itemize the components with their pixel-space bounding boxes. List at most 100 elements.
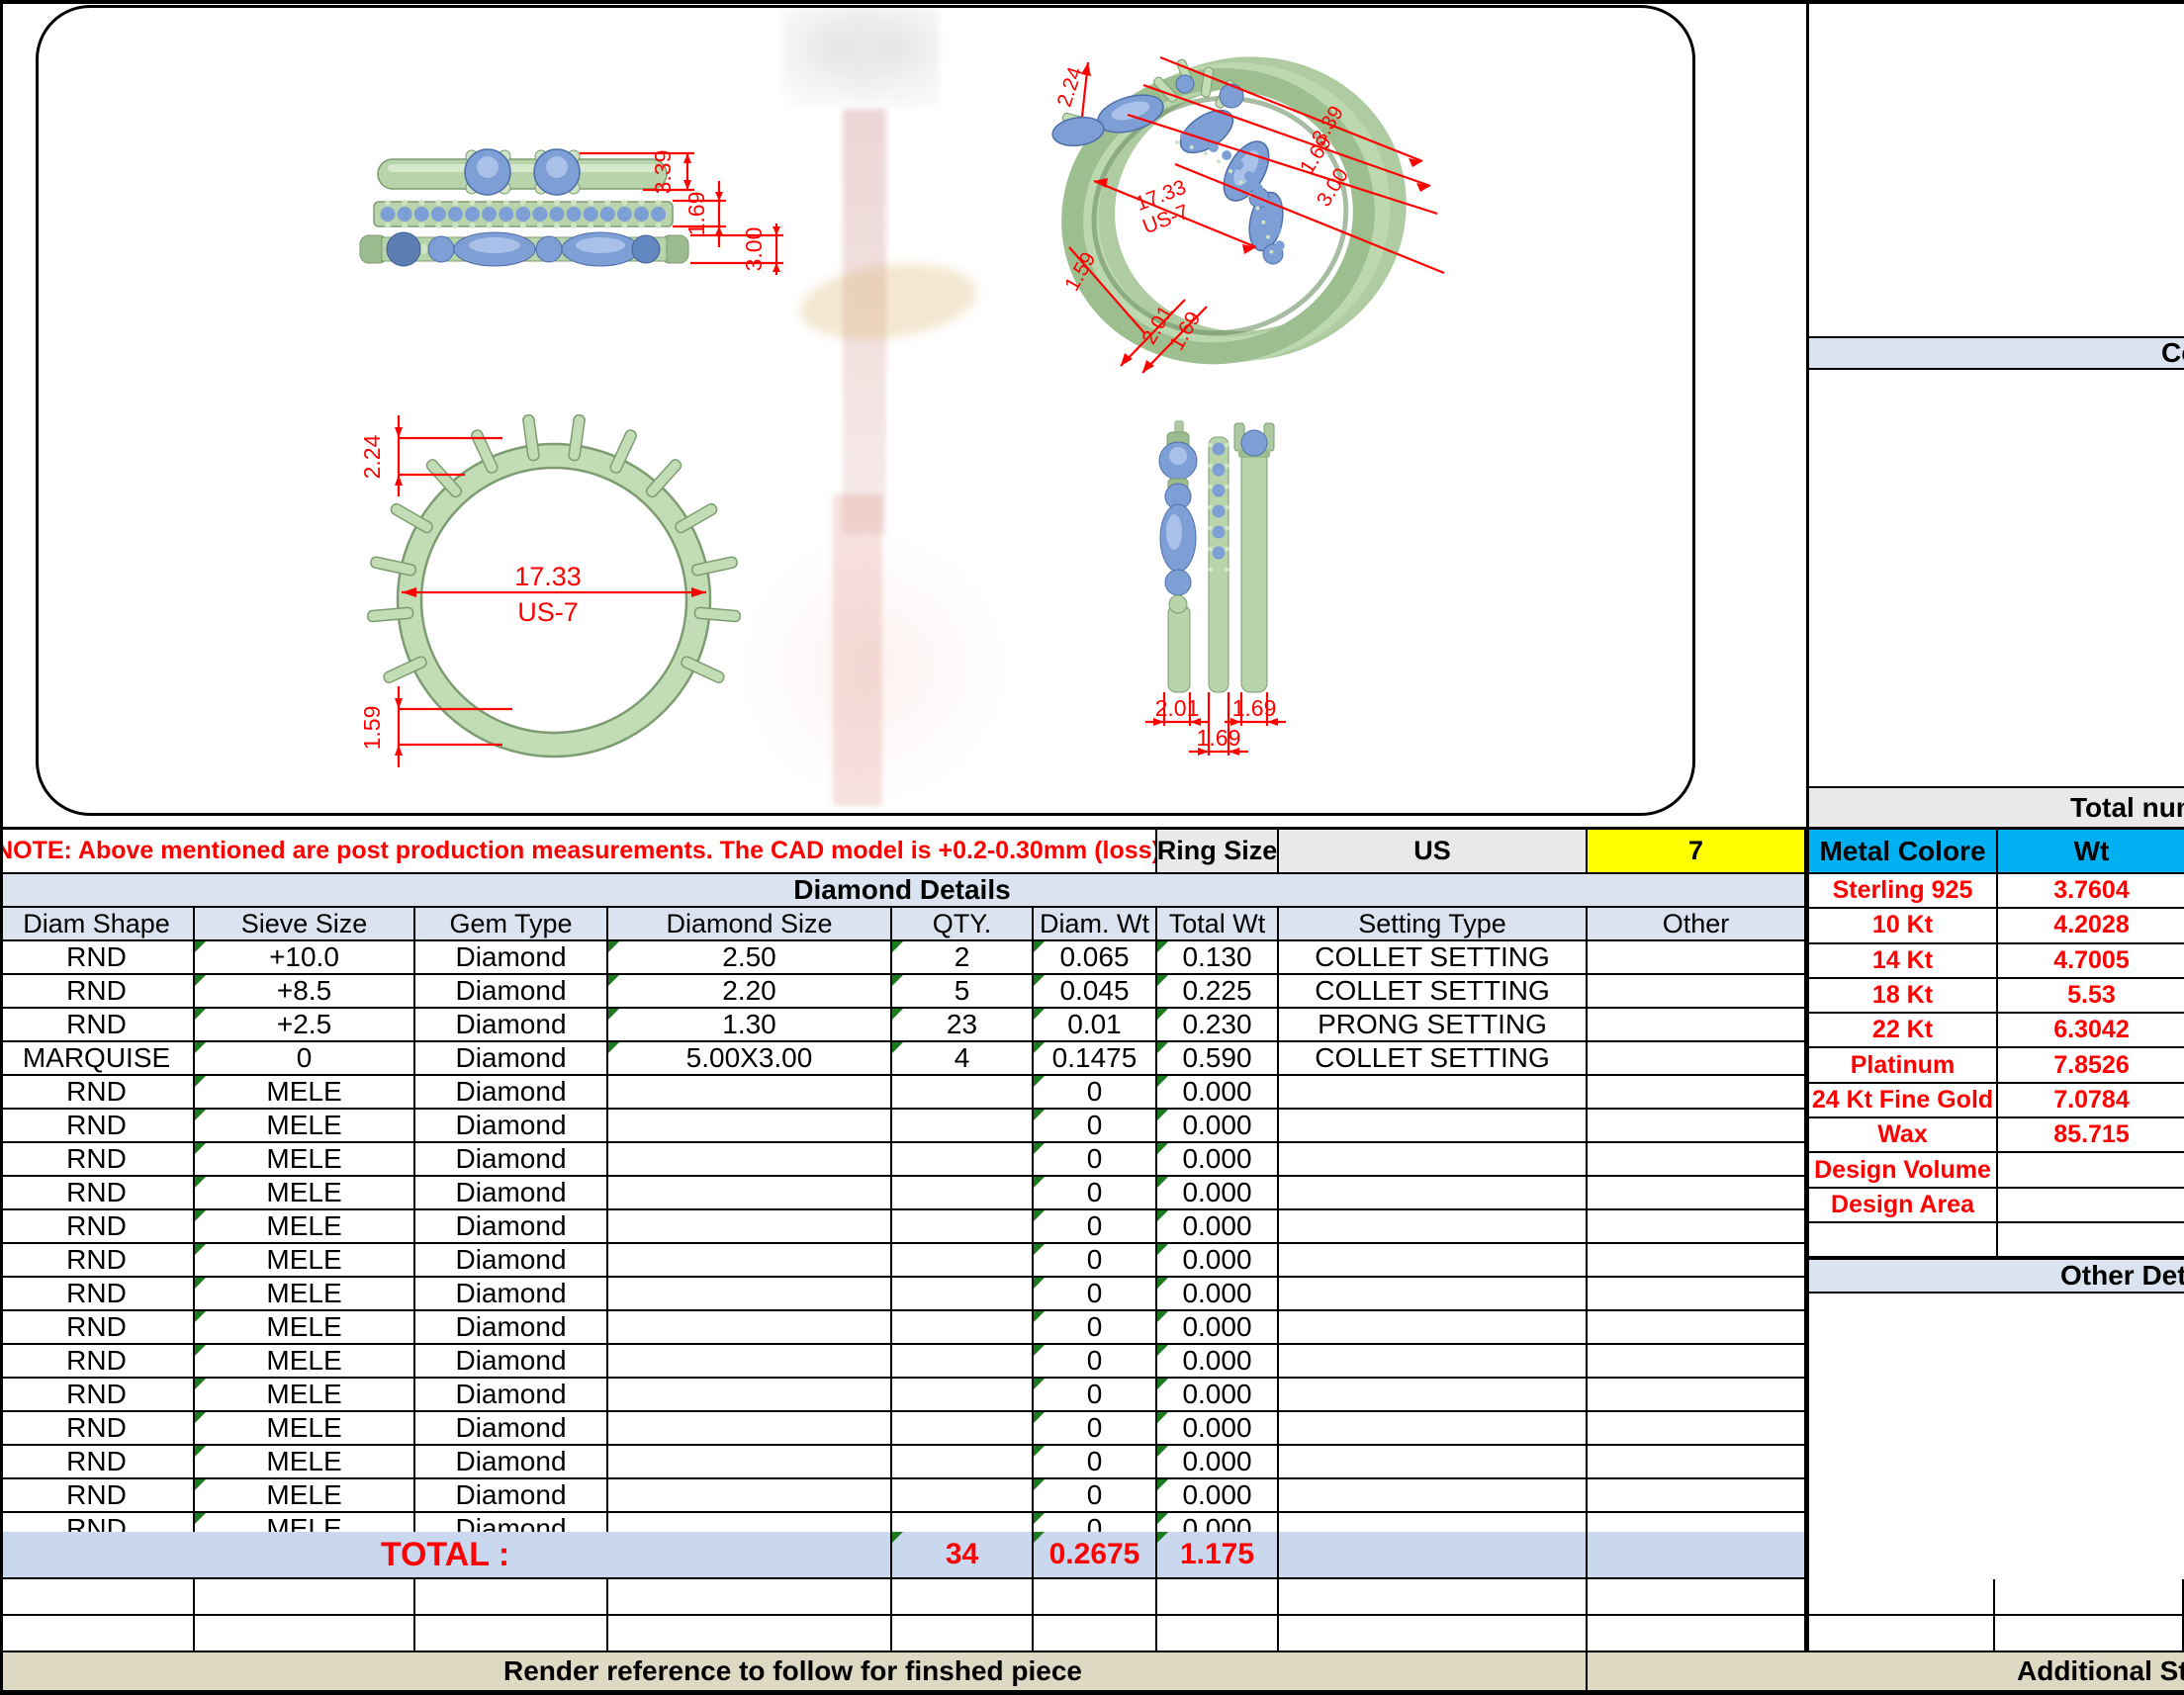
empty-cell[interactable] [0,1579,195,1616]
cell-qty[interactable] [892,1345,1034,1379]
cell-other[interactable] [1588,1311,1806,1345]
cell-diam-wt[interactable]: 0 [1034,1479,1157,1513]
cell-total-wt[interactable]: 0.000 [1157,1210,1279,1244]
total-diam-wt-cell[interactable]: 0.2675 [1034,1532,1157,1579]
cell-diamond-size[interactable] [608,1210,892,1244]
cell-other[interactable] [1588,1110,1806,1143]
cell-total-wt[interactable]: 0.225 [1157,975,1279,1009]
cell-other[interactable] [1588,1278,1806,1311]
empty-cell[interactable] [608,1579,892,1616]
metal-label-cell[interactable]: 24 Kt Fine Gold [1809,1083,1998,1119]
cell-diam-shape[interactable]: RND [0,1076,195,1110]
cell-diam-wt[interactable]: 0.065 [1034,941,1157,975]
cell-diamond-size[interactable] [608,1244,892,1278]
ring-size-standard-cell[interactable]: US [1279,830,1588,874]
cell-sieve-size[interactable]: MELE [195,1446,415,1479]
cell-other[interactable] [1588,1479,1806,1513]
cell-diam-shape[interactable]: RND [0,1446,195,1479]
empty-cell[interactable] [1998,1223,2184,1258]
cell-gem-type[interactable]: Diamond [415,1110,608,1143]
metal-label-cell[interactable]: Design Area [1809,1188,1998,1223]
cell-qty[interactable] [892,1278,1034,1311]
metal-label-cell[interactable]: Platinum [1809,1048,1998,1084]
cell-diam-shape[interactable]: RND [0,1278,195,1311]
cell-diamond-size[interactable] [608,1345,892,1379]
cell-sieve-size[interactable]: MELE [195,1143,415,1177]
cell-qty[interactable]: 5 [892,975,1034,1009]
empty-cell[interactable] [0,1616,195,1652]
cell-other[interactable] [1588,1009,1806,1042]
cell-gem-type[interactable]: Diamond [415,1345,608,1379]
metal-value-cell[interactable]: 7.8526 [1998,1048,2184,1084]
cell-sieve-size[interactable]: MELE [195,1076,415,1110]
cell-diamond-size[interactable] [608,1177,892,1210]
cell-gem-type[interactable]: Diamond [415,1076,608,1110]
cell-diam-shape[interactable]: RND [0,1345,195,1379]
metal-value-cell[interactable]: 7.0784 [1998,1084,2184,1119]
metal-value-cell[interactable]: 3.7604 [1998,874,2184,910]
cell-diam-wt[interactable]: 0.01 [1034,1009,1157,1042]
cell-qty[interactable] [892,1110,1034,1143]
cell-total-wt[interactable]: 0.000 [1157,1143,1279,1177]
cell-setting-type[interactable]: COLLET SETTING [1279,941,1588,975]
cell-sieve-size[interactable]: +10.0 [195,941,415,975]
metal-value-cell[interactable]: 85.715 [1998,1118,2184,1154]
cell-other[interactable] [1588,1446,1806,1479]
cell-diam-shape[interactable]: RND [0,1143,195,1177]
cell-diamond-size[interactable] [608,1110,892,1143]
empty-cell[interactable] [1034,1579,1157,1616]
cell-qty[interactable] [892,1412,1034,1446]
cell-setting-type[interactable] [1279,1076,1588,1110]
cell-diam-shape[interactable]: RND [0,975,195,1009]
cell-diam-wt[interactable]: 0 [1034,1446,1157,1479]
empty-cell[interactable] [1588,1579,1806,1616]
cell-setting-type[interactable] [1279,1446,1588,1479]
cell-qty[interactable] [892,1379,1034,1412]
column-header-cell[interactable]: Sieve Size [195,908,415,941]
cell-diamond-size[interactable] [608,1311,892,1345]
metal-label-cell[interactable]: Wax [1809,1118,1998,1154]
empty-cell[interactable] [1995,1616,2184,1652]
column-header-cell[interactable]: Other [1588,908,1806,941]
cell-setting-type[interactable] [1279,1278,1588,1311]
cell-diamond-size[interactable]: 5.00X3.00 [608,1042,892,1076]
empty-cell[interactable] [195,1579,415,1616]
cell-gem-type[interactable]: Diamond [415,941,608,975]
cell-diam-wt[interactable]: 0 [1034,1278,1157,1311]
metal-value-cell[interactable] [1998,1153,2184,1189]
cell-total-wt[interactable]: 0.000 [1157,1177,1279,1210]
metal-color-header[interactable]: Metal Colore [1809,830,1998,874]
cell-diamond-size[interactable]: 1.30 [608,1009,892,1042]
cell-qty[interactable] [892,1076,1034,1110]
empty-cell[interactable] [1806,1579,1995,1616]
metal-value-cell[interactable]: 6.3042 [1998,1014,2184,1049]
cell-qty[interactable]: 23 [892,1009,1034,1042]
cell-diam-shape[interactable]: RND [0,941,195,975]
cell-setting-type[interactable] [1279,1412,1588,1446]
cell-diam-wt[interactable]: 0 [1034,1379,1157,1412]
cell-diam-shape[interactable]: RND [0,1412,195,1446]
cell-sieve-size[interactable]: +8.5 [195,975,415,1009]
cell-sieve-size[interactable]: MELE [195,1345,415,1379]
cell-total-wt[interactable]: 0.000 [1157,1110,1279,1143]
column-header-cell[interactable]: Diam Shape [0,908,195,941]
cell-other[interactable] [1588,975,1806,1009]
cell-diam-shape[interactable]: RND [0,1379,195,1412]
empty-cell[interactable] [1809,1223,1998,1258]
cell-gem-type[interactable]: Diamond [415,1009,608,1042]
metal-label-cell[interactable]: 22 Kt [1809,1014,1998,1049]
empty-cell[interactable] [1995,1579,2184,1616]
cell-qty[interactable] [892,1143,1034,1177]
empty-cell[interactable] [1588,1616,1806,1652]
column-header-cell[interactable]: Diam. Wt [1034,908,1157,941]
empty-cell[interactable] [608,1616,892,1652]
column-header-cell[interactable]: Diamond Size [608,908,892,941]
cell-other[interactable] [1588,941,1806,975]
cell-sieve-size[interactable]: 0 [195,1042,415,1076]
cell-total-wt[interactable]: 0.000 [1157,1446,1279,1479]
cell-other[interactable] [1588,1042,1806,1076]
cell-other[interactable] [1588,1177,1806,1210]
column-header-cell[interactable]: Gem Type [415,908,608,941]
cell-diam-wt[interactable]: 0.045 [1034,975,1157,1009]
metal-label-cell[interactable]: Sterling 925 [1809,874,1998,910]
